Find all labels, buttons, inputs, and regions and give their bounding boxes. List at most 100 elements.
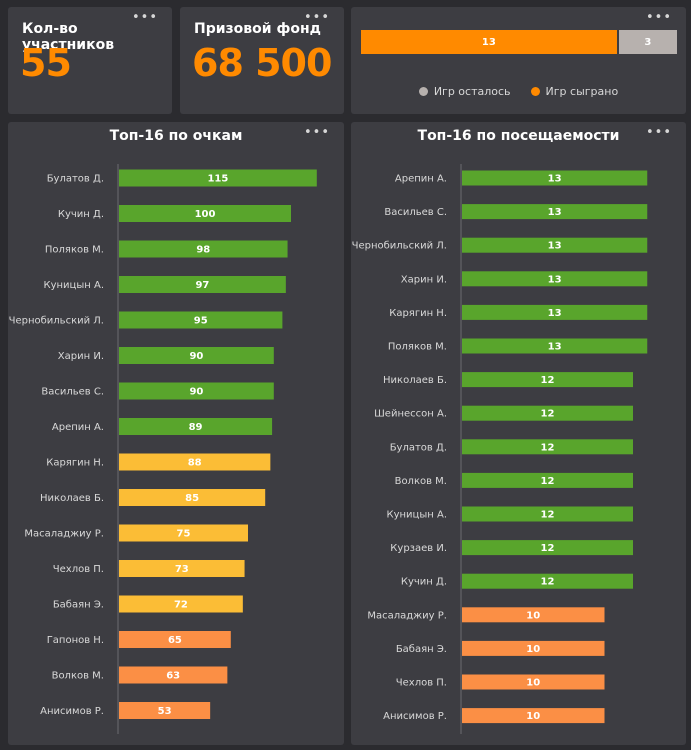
chart-bar[interactable]: [119, 453, 271, 471]
category-label: Шейнессон А.: [374, 409, 447, 420]
category-label: Курзаев И.: [390, 543, 447, 554]
value-label: 72: [174, 600, 188, 611]
value-label: 12: [541, 577, 555, 588]
chart-bar[interactable]: [119, 347, 274, 364]
games-remaining-value: 3: [644, 36, 652, 48]
chart-bar[interactable]: [462, 204, 648, 220]
category-label: Булатов Д.: [390, 442, 447, 453]
category-label: Арепин А.: [395, 174, 447, 185]
value-label: 115: [207, 174, 228, 185]
legend-played-dot-icon: [530, 87, 540, 96]
value-label: 90: [189, 351, 203, 362]
category-label: Волков М.: [52, 671, 104, 682]
category-label: Бабаян Э.: [53, 600, 104, 611]
category-label: Чехлов П.: [396, 678, 447, 689]
category-label: Карягин Н.: [46, 458, 104, 469]
value-label: 75: [177, 529, 191, 540]
category-label: Поляков М.: [45, 245, 104, 256]
category-label: Бабаян Э.: [396, 644, 447, 655]
chart-bar[interactable]: [462, 573, 633, 589]
value-label: 10: [526, 711, 540, 722]
chart-bar[interactable]: [462, 439, 633, 455]
prize-label: Призовой фонд: [194, 21, 321, 37]
value-label: 12: [541, 543, 555, 554]
legend-played-label: Игр сыграно: [545, 85, 619, 98]
chart-bar[interactable]: [462, 607, 605, 623]
value-label: 85: [185, 493, 199, 504]
points-chart: Булатов Д. 115 Кучин Д. 100 Поляков М. 98 Куни…: [9, 164, 317, 734]
points-chart-title: Топ-16 по очкам: [109, 128, 243, 144]
points-menu-icon[interactable]: •••: [303, 125, 330, 140]
value-label: 97: [195, 280, 209, 291]
attendance-chart: Арепин А. 13 Васильев С. 13 Чернобильский Л.…: [352, 164, 648, 734]
chart-bar[interactable]: [462, 338, 648, 354]
chart-bar[interactable]: [119, 560, 245, 577]
chart-bar[interactable]: [462, 405, 633, 421]
chart-bar[interactable]: [119, 489, 266, 506]
chart-bar[interactable]: [119, 311, 283, 329]
value-label: 13: [548, 342, 562, 353]
chart-bar[interactable]: [119, 524, 248, 542]
value-label: 95: [194, 316, 208, 327]
chart-bar[interactable]: [119, 240, 288, 258]
chart-bar[interactable]: [462, 506, 633, 522]
chart-bar[interactable]: [462, 304, 648, 320]
category-label: Булатов Д.: [47, 174, 104, 185]
chart-bar[interactable]: [462, 708, 605, 724]
legend-played[interactable]: Игр сыграно: [530, 85, 619, 98]
games-played-segment: 13: [361, 30, 617, 54]
value-label: 90: [189, 387, 203, 398]
value-label: 12: [541, 375, 555, 386]
participants-menu-icon[interactable]: •••: [131, 10, 158, 25]
chart-bar[interactable]: [462, 540, 633, 556]
category-label: Николаев Б.: [40, 493, 104, 504]
chart-bar[interactable]: [119, 595, 243, 613]
chart-bar[interactable]: [119, 276, 286, 293]
category-label: Куницын А.: [387, 510, 448, 521]
attendance-chart-title: Топ-16 по посещаемости: [417, 128, 620, 144]
chart-bar[interactable]: [119, 169, 317, 187]
attendance-menu-icon[interactable]: •••: [645, 125, 672, 140]
chart-bar[interactable]: [462, 237, 648, 253]
value-label: 98: [196, 245, 210, 256]
points-chart-card: ••• Топ-16 по очкам Булатов Д. 115 Кучин Д…: [8, 122, 344, 745]
value-label: 13: [548, 274, 562, 285]
chart-bar[interactable]: [462, 640, 605, 656]
category-label: Анисимов Р.: [40, 706, 104, 717]
value-label: 13: [548, 207, 562, 218]
category-label: Масаладжиу Р.: [367, 610, 447, 621]
games-menu-icon[interactable]: •••: [645, 10, 672, 25]
prize-menu-icon[interactable]: •••: [303, 10, 330, 25]
chart-bar[interactable]: [119, 666, 228, 684]
category-label: Кучин Д.: [58, 209, 104, 220]
chart-bar[interactable]: [119, 205, 291, 222]
value-label: 13: [548, 241, 562, 252]
category-label: Чехлов П.: [53, 564, 104, 575]
value-label: 63: [166, 671, 180, 682]
prize-value: 68 500: [192, 41, 332, 85]
games-legend: Игр осталось Игр сыграно: [351, 85, 686, 98]
chart-bar[interactable]: [462, 674, 605, 690]
category-label: Гапонов Н.: [47, 635, 104, 646]
value-label: 89: [189, 422, 203, 433]
category-label: Карягин Н.: [389, 308, 447, 319]
category-label: Волков М.: [395, 476, 447, 487]
participants-value: 55: [20, 41, 72, 85]
chart-bar[interactable]: [462, 472, 633, 488]
chart-bar[interactable]: [119, 382, 274, 400]
chart-bar[interactable]: [462, 271, 648, 287]
category-label: Кучин Д.: [401, 577, 447, 588]
category-label: Чернобильский Л.: [9, 316, 104, 327]
prize-card: ••• Призовой фонд 68 500: [180, 7, 344, 114]
chart-bar[interactable]: [462, 170, 648, 186]
participants-card: ••• Кол-во участников 55: [8, 7, 172, 114]
chart-bar[interactable]: [119, 702, 211, 719]
value-label: 10: [526, 678, 540, 689]
value-label: 73: [175, 564, 189, 575]
chart-bar[interactable]: [462, 372, 633, 388]
chart-bar[interactable]: [119, 418, 273, 435]
chart-bar[interactable]: [119, 631, 231, 648]
category-label: Поляков М.: [388, 342, 447, 353]
value-label: 100: [195, 209, 216, 220]
legend-remaining[interactable]: Игр осталось: [418, 85, 511, 98]
